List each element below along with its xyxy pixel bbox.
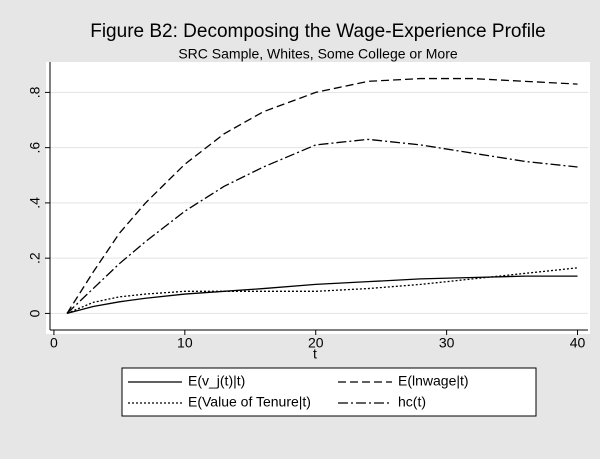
line-series: [66, 267, 578, 315]
y-tick-label: .4: [27, 197, 43, 209]
x-tick-label: 40: [570, 335, 586, 351]
x-tick-label: 10: [177, 335, 193, 351]
y-tick-label: .2: [27, 252, 43, 264]
line-series: [66, 275, 578, 315]
x-tick-label: 20: [308, 335, 324, 351]
legend-label: E(v_j(t)|t): [188, 373, 245, 389]
x-tick-label: 0: [50, 335, 58, 351]
y-tick-label: 0: [27, 309, 43, 317]
plot-area: [46, 62, 590, 334]
x-tick-label: 30: [439, 335, 455, 351]
y-tick-label: .8: [27, 86, 43, 98]
legend-label: hc(t): [398, 394, 426, 410]
y-tick-label: .6: [27, 142, 43, 154]
legend-box: [121, 367, 537, 417]
chart-title: Figure B2: Decomposing the Wage-Experien…: [90, 21, 546, 42]
line-series: [66, 138, 578, 314]
legend-label: E(Value of Tenure|t): [188, 394, 311, 410]
x-axis-label: t: [313, 346, 317, 362]
line-series: [66, 77, 578, 314]
chart-subtitle: SRC Sample, Whites, Some College or More: [178, 46, 458, 62]
legend-label: E(lnwage|t): [398, 373, 469, 389]
